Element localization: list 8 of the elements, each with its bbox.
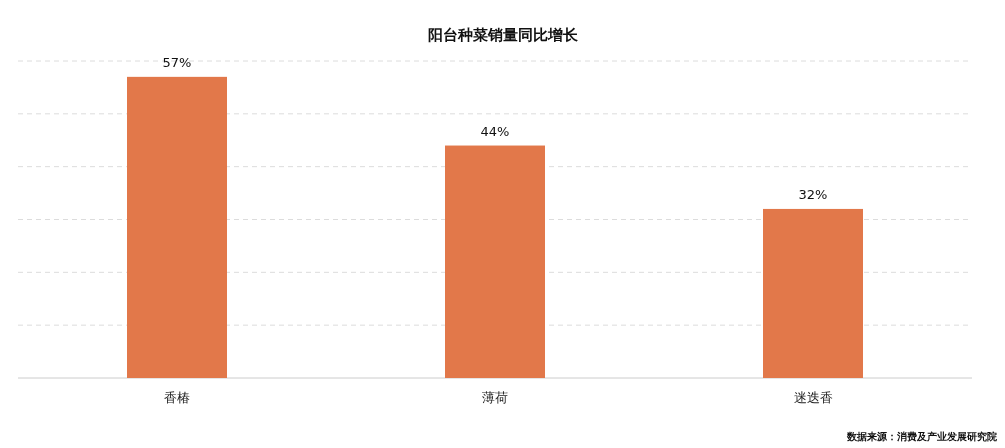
x-tick-label: 迷迭香 [793, 390, 833, 405]
x-tick-label: 薄荷 [482, 390, 508, 405]
data-label: 44% [480, 123, 510, 139]
x-tick-label: 香椿 [164, 390, 190, 405]
data-label: 57% [162, 54, 192, 70]
chart-title: 阳台种菜销量同比增长 [427, 26, 579, 44]
source-note: 数据来源：消费及产业发展研究院 [846, 431, 997, 442]
data-label: 32% [798, 186, 828, 202]
